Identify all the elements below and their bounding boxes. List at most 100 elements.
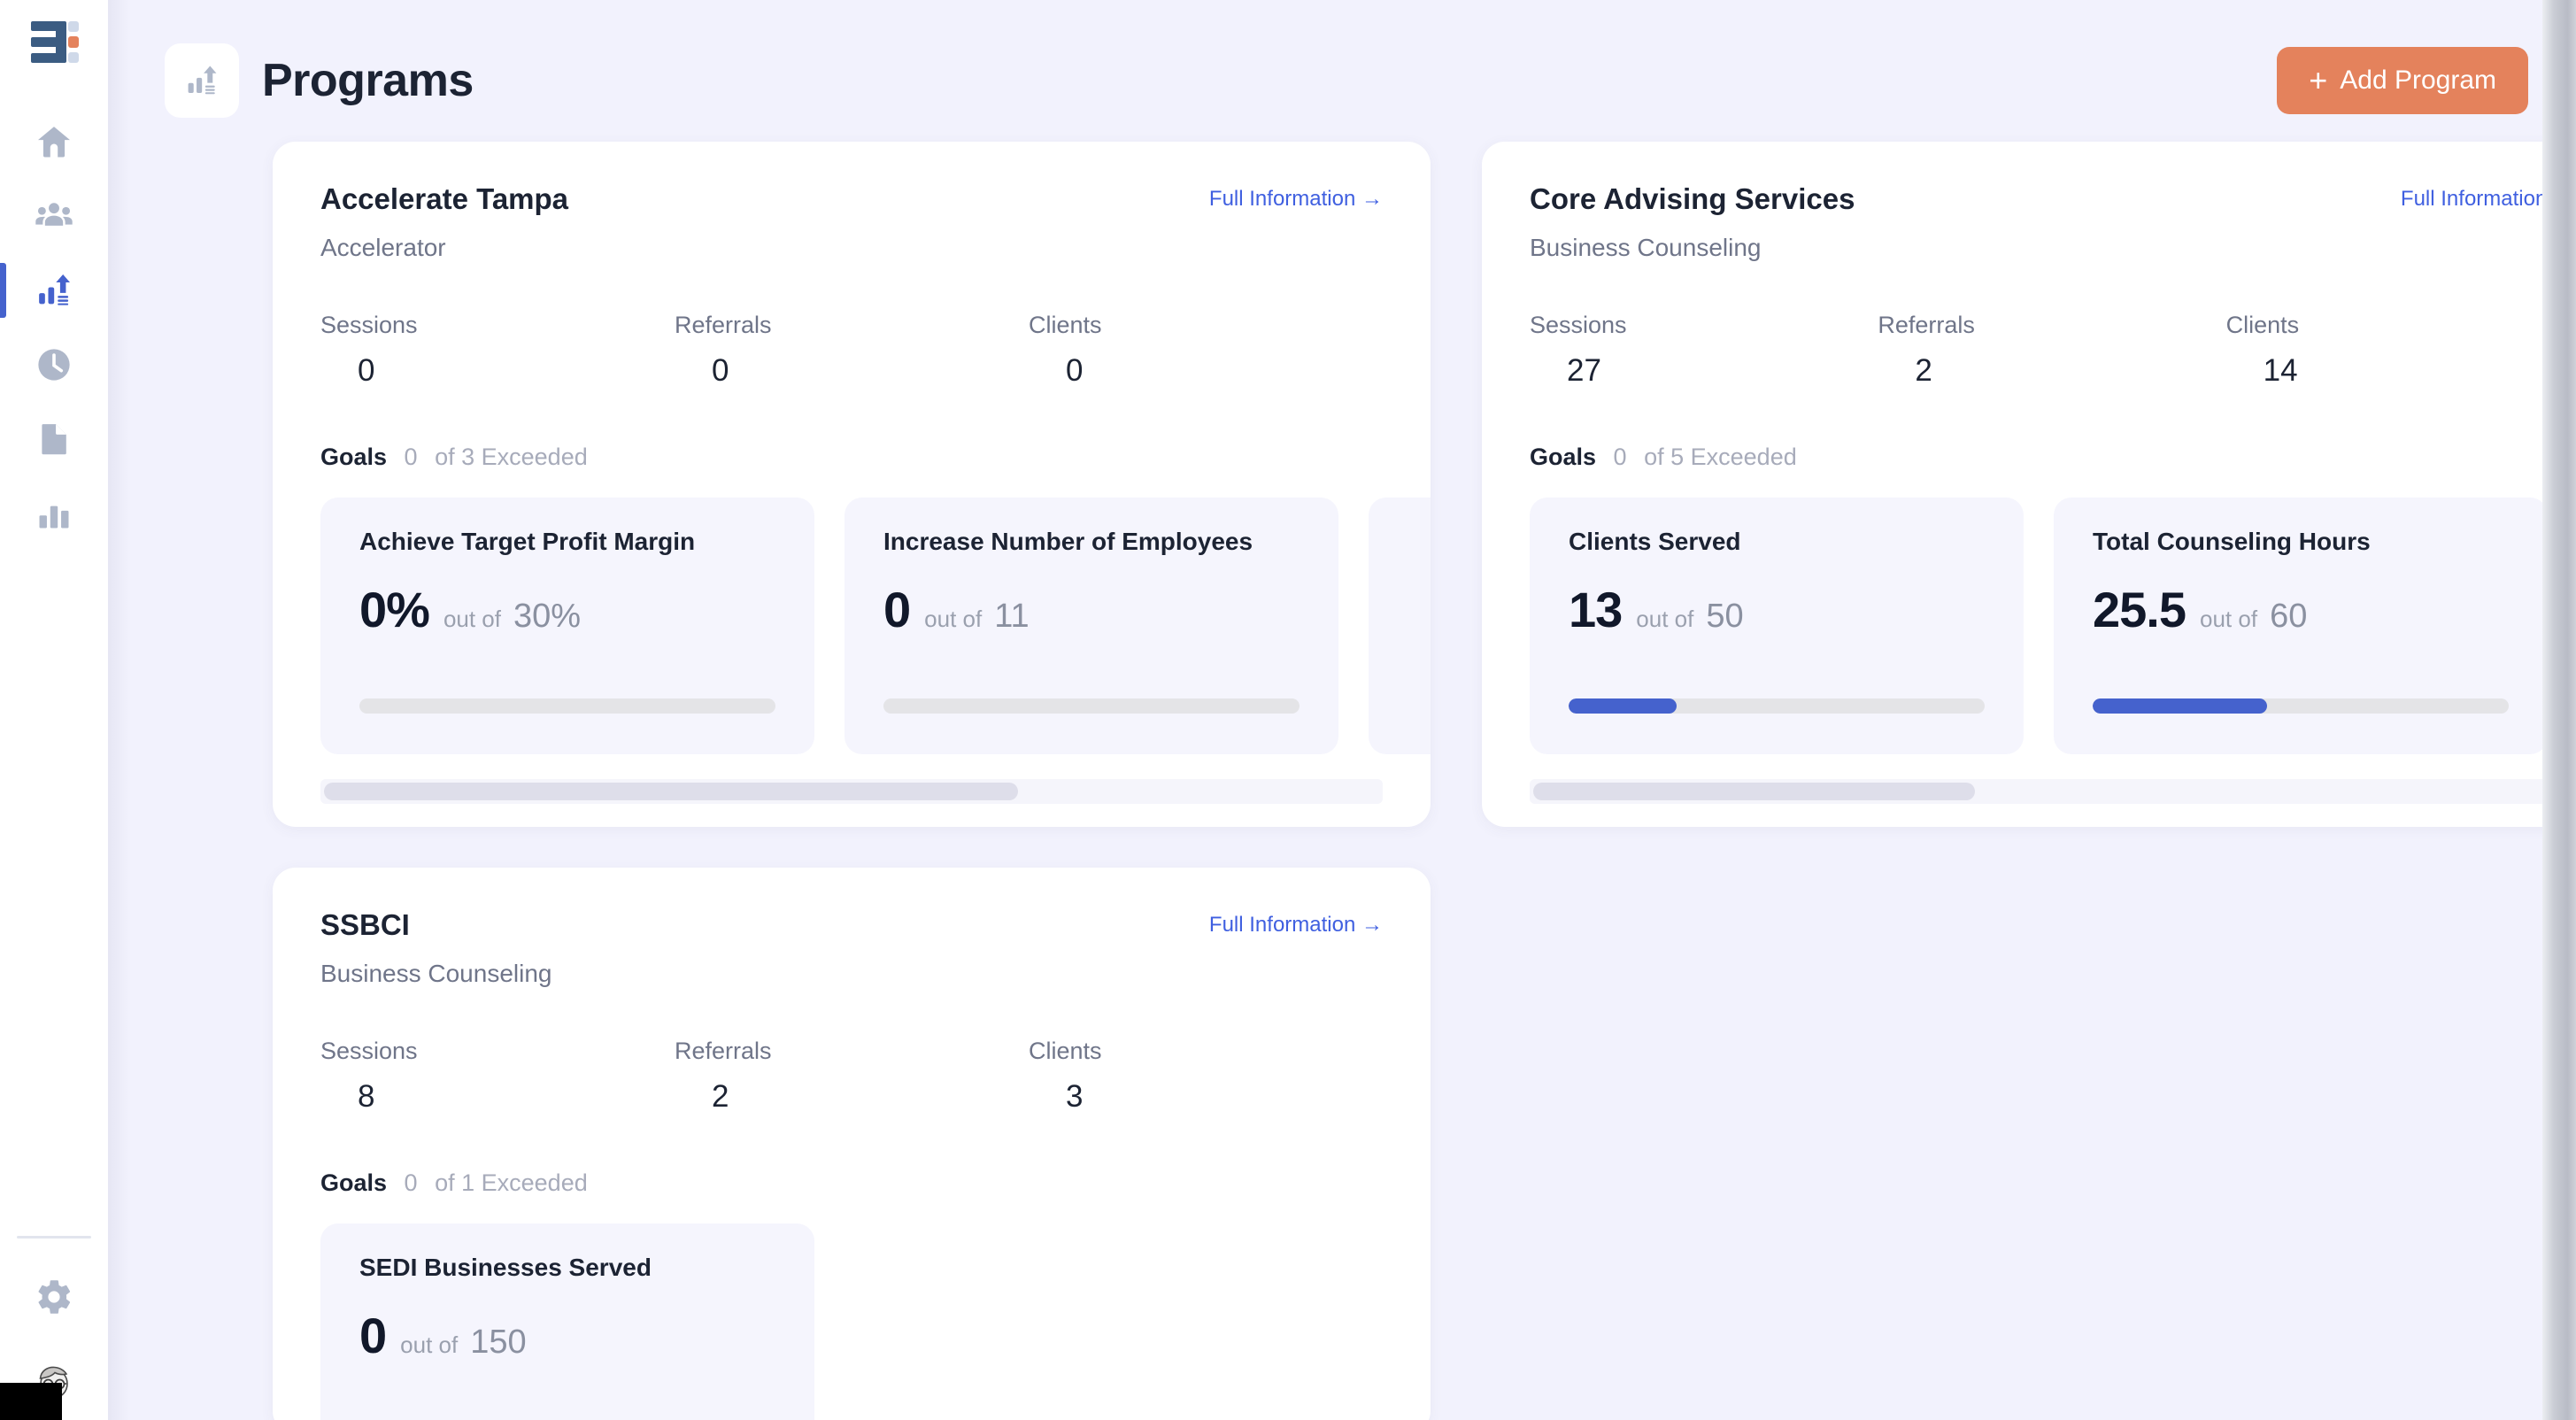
goal-card[interactable]: SEDI Businesses Served 0 out of 150 <box>320 1223 814 1420</box>
goal-title: SEDI Businesses Served <box>359 1254 652 1281</box>
app-logo[interactable] <box>29 19 79 66</box>
goal-progress-bar <box>1569 698 1985 714</box>
program-stats: Sessions 0 Referrals 0 Clients 0 <box>273 312 1431 389</box>
goal-target-value: 50 <box>1706 598 1744 635</box>
stat-value: 0 <box>1066 353 1084 388</box>
program-card[interactable]: SSBCI Full Information → Business Counse… <box>273 868 1431 1420</box>
program-card[interactable]: Accelerate Tampa Full Information → Acce… <box>273 142 1431 827</box>
goals-scrollbar[interactable] <box>1530 779 2574 804</box>
goal-current-value: 25.5 <box>2093 582 2187 637</box>
stat-value: 0 <box>712 353 729 388</box>
goals-scrollbar-thumb[interactable] <box>1533 783 1976 800</box>
stat-value: 14 <box>2263 353 2298 388</box>
goals-label: Goals <box>1530 444 1597 470</box>
goal-progress-fill <box>1569 698 1677 714</box>
full-information-link[interactable]: Full Information → <box>1208 187 1383 211</box>
stat-value: 0 <box>358 353 375 388</box>
program-type: Business Counseling <box>320 960 552 987</box>
page-vertical-scrollbar[interactable] <box>2542 0 2576 1420</box>
goals-header: Goals 0 of 3 Exceeded <box>273 444 1431 471</box>
programs-grid: Accelerate Tampa Full Information → Acce… <box>108 124 2576 1420</box>
goal-title: Total Counseling Hours <box>2093 528 2371 555</box>
goal-card[interactable]: Clients Served 13 out of 50 <box>1530 498 2024 754</box>
goals-scrollbar-thumb[interactable] <box>324 783 1018 800</box>
goal-value-row: 0% out of 30% <box>359 581 775 638</box>
sidebar-item-time[interactable] <box>0 328 108 402</box>
stat-value: 2 <box>712 1079 729 1114</box>
growth-chart-icon <box>39 274 71 305</box>
goal-title: Increase Number of Employees <box>883 528 1253 555</box>
goals-exceeded-count: 0 <box>404 444 418 470</box>
clock-icon <box>38 349 70 381</box>
program-card-header: Core Advising Services Full Information … <box>1482 182 2576 216</box>
sidebar-item-home[interactable] <box>0 104 108 179</box>
goal-card[interactable]: Increase Number of Employees 0 out of 11 <box>845 498 1338 754</box>
goal-title: Clients Served <box>1569 528 1741 555</box>
stat-label: Sessions <box>320 1038 418 1064</box>
sidebar-item-programs[interactable] <box>0 253 108 328</box>
home-icon <box>37 127 71 158</box>
main-content: Programs + Add Program Accelerate Tampa … <box>108 0 2576 1420</box>
settings-button[interactable] <box>35 1277 73 1321</box>
goal-card[interactable]: Achieve Target Profit Margin 0% out of 3… <box>320 498 814 754</box>
goals-strip[interactable]: Clients Served 13 out of 50 Total Counse… <box>1482 498 2576 754</box>
stat-label: Clients <box>2225 312 2300 338</box>
program-stats: Sessions 27 Referrals 2 Clients 14 <box>1482 312 2576 389</box>
stat-value: 8 <box>358 1079 375 1114</box>
stat-label: Referrals <box>675 312 772 338</box>
goals-label: Goals <box>320 444 388 470</box>
goal-card-partial[interactable] <box>1369 498 1431 754</box>
full-information-link[interactable]: Full Information → <box>1208 913 1383 937</box>
stat-label: Sessions <box>1530 312 1627 338</box>
stat-value: 27 <box>1567 353 1601 388</box>
goal-progress-bar <box>359 698 775 714</box>
goals-label: Goals <box>320 1169 388 1196</box>
sidebar-item-reports[interactable] <box>0 476 108 551</box>
stat-sessions: Sessions 0 <box>320 312 675 389</box>
stat-clients: Clients 3 <box>1029 1038 1383 1115</box>
stat-label: Clients <box>1029 312 1102 338</box>
goal-target-value: 30% <box>513 598 582 635</box>
goal-value-row: 0 out of 150 <box>359 1307 775 1364</box>
sidebar-item-clients[interactable] <box>0 179 108 253</box>
goal-outof-label: out of <box>400 1331 459 1358</box>
goal-target-value: 150 <box>470 1324 527 1361</box>
stat-sessions: Sessions 27 <box>1530 312 1878 389</box>
goals-strip[interactable]: SEDI Businesses Served 0 out of 150 <box>273 1223 1431 1420</box>
goals-scrollbar[interactable] <box>320 779 1383 804</box>
people-icon <box>35 203 73 226</box>
goal-outof-label: out of <box>1636 606 1694 632</box>
page-title: Programs <box>262 55 474 106</box>
stat-referrals: Referrals 2 <box>1878 312 2225 389</box>
sidebar-nav <box>0 104 108 551</box>
goal-current-value: 13 <box>1569 582 1623 637</box>
stat-value: 2 <box>1915 353 1932 388</box>
page-header: Programs + Add Program <box>108 0 2576 124</box>
goal-progress-fill <box>2093 698 2268 714</box>
stat-referrals: Referrals 2 <box>675 1038 1029 1115</box>
add-program-label: Add Program <box>2340 66 2496 95</box>
stat-sessions: Sessions 8 <box>320 1038 675 1115</box>
goal-outof-label: out of <box>443 606 501 632</box>
document-icon <box>42 424 66 455</box>
program-card[interactable]: Core Advising Services Full Information … <box>1482 142 2576 827</box>
goals-exceeded-text: of 1 Exceeded <box>435 1169 588 1196</box>
goal-target-value: 11 <box>994 598 1030 635</box>
stat-value: 3 <box>1066 1079 1084 1114</box>
goal-target-value: 60 <box>2270 598 2308 635</box>
growth-chart-icon <box>188 66 217 95</box>
goal-card[interactable]: Total Counseling Hours 25.5 out of 60 <box>2054 498 2548 754</box>
sidebar-divider <box>17 1236 91 1239</box>
program-card-header: Accelerate Tampa Full Information → <box>273 182 1431 216</box>
program-type: Accelerator <box>320 234 446 261</box>
goals-strip[interactable]: Achieve Target Profit Margin 0% out of 3… <box>273 498 1431 754</box>
add-program-button[interactable]: + Add Program <box>2277 47 2528 114</box>
sidebar <box>0 0 108 1420</box>
stat-clients: Clients 14 <box>2226 312 2574 389</box>
page-title-group: Programs <box>165 43 474 118</box>
goals-exceeded-text: of 5 Exceeded <box>1644 444 1797 470</box>
goal-progress-bar <box>883 698 1300 714</box>
goal-current-value: 0 <box>359 1308 387 1363</box>
sidebar-item-documents[interactable] <box>0 402 108 476</box>
